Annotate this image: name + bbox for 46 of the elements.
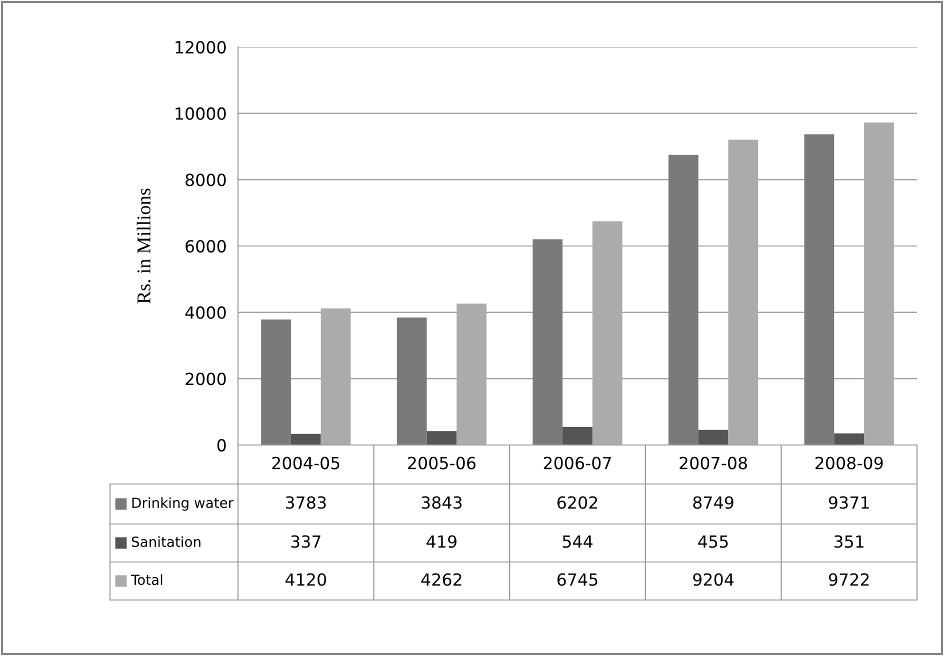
bar <box>668 154 698 445</box>
data-label: 4120 <box>286 573 326 586</box>
x-tick-label: 2004-05 <box>272 456 340 470</box>
bar <box>562 426 592 445</box>
bar <box>864 122 894 445</box>
data-label: 9722 <box>828 573 869 586</box>
y-tick-label: 2000 <box>186 372 226 386</box>
data-label: 3783 <box>286 496 326 509</box>
bar <box>698 430 728 445</box>
data-label: 544 <box>562 535 592 548</box>
legend-label: Sanitation <box>132 536 200 548</box>
x-tick-label: 2007-08 <box>680 456 747 470</box>
bar <box>396 318 427 445</box>
data-label: 9204 <box>693 573 734 586</box>
data-label: 337 <box>291 535 320 548</box>
data-label: 6745 <box>557 573 598 586</box>
data-label: 8749 <box>693 496 734 509</box>
bar <box>320 308 351 445</box>
bar <box>426 431 457 445</box>
legend-label: Drinking water <box>132 497 234 511</box>
bar <box>532 239 563 445</box>
bar <box>261 320 291 445</box>
data-label: 419 <box>426 535 456 548</box>
bar <box>456 304 487 445</box>
bar <box>834 433 864 445</box>
bar <box>290 434 321 445</box>
x-tick-label: 2005-06 <box>408 456 476 470</box>
y-tick-label: 10000 <box>176 107 226 120</box>
data-label: 3843 <box>422 496 462 509</box>
y-tick-label: 4000 <box>185 306 226 319</box>
bar <box>592 221 622 445</box>
data-label: 455 <box>698 535 728 548</box>
y-tick-label: 12000 <box>176 40 226 54</box>
x-tick-label: 2008-09 <box>816 456 883 470</box>
x-tick-label: 2006-07 <box>544 456 611 470</box>
legend-label: Total <box>130 574 162 586</box>
y-axis-title: Rs. in Millions <box>136 188 151 304</box>
y-tick-label: 0 <box>217 438 226 452</box>
bar <box>804 134 834 445</box>
y-tick-label: 8000 <box>186 174 226 186</box>
data-label: 9371 <box>828 496 869 509</box>
data-label: 4262 <box>421 573 462 586</box>
y-tick-label: 6000 <box>186 240 226 253</box>
data-label: 351 <box>834 535 864 548</box>
data-label: 6202 <box>557 496 598 509</box>
bar <box>728 140 758 445</box>
